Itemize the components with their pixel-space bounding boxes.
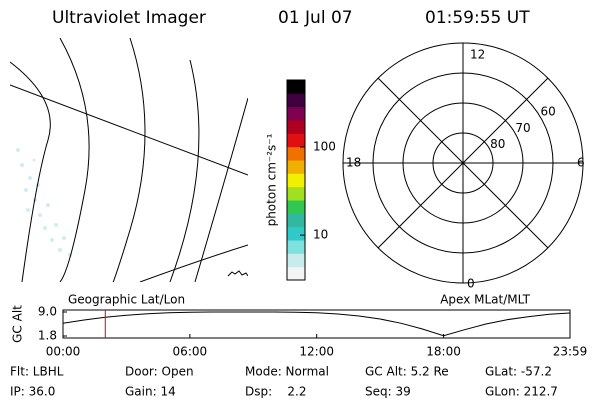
mlt-label: 6: [577, 156, 585, 170]
altitude-line: [62, 311, 571, 337]
colorbar-swatch: [287, 253, 305, 268]
x-tick-label: 12:00: [299, 345, 334, 359]
altitude-title-left: Geographic Lat/Lon: [68, 293, 185, 307]
lon-line: [104, 38, 146, 282]
x-tick-label: 06:00: [173, 345, 208, 359]
colorbar-swatch: [287, 80, 305, 94]
colorbar-swatch: [287, 266, 305, 281]
polar-grid: [342, 42, 584, 284]
map: [10, 38, 248, 282]
mlt-label: 12: [470, 48, 485, 62]
coastline: [227, 270, 248, 277]
colorbar-swatch: [287, 133, 305, 148]
colorbar: [287, 80, 305, 281]
lon-line: [169, 59, 200, 282]
colorbar-swatch: [287, 226, 305, 241]
lat-line: [139, 244, 248, 282]
colorbar-swatch: [287, 160, 305, 174]
status-field: IP: 36.0: [10, 385, 55, 399]
status-field: GLat: -57.2: [485, 365, 552, 379]
y-tick-label: 9.0: [38, 305, 57, 319]
mlt-label: 0: [467, 277, 475, 291]
status-field: GLon: 212.7: [485, 385, 558, 399]
status-field: Seq: 39: [365, 385, 411, 399]
colorbar-swatch: [287, 173, 305, 188]
colorbar-label: photon cm⁻²s⁻¹: [265, 133, 279, 226]
status-field: Door: Open: [125, 365, 194, 379]
lat-label: 60: [540, 104, 555, 118]
x-tick-label: 18:00: [426, 345, 461, 359]
colorbar-swatch: [287, 240, 305, 254]
x-tick-label: 00:00: [46, 345, 81, 359]
y-tick-label: 1.8: [38, 329, 57, 343]
colorbar-swatch: [287, 120, 305, 134]
altitude-ylabel: GC Alt: [11, 305, 25, 343]
colorbar-swatch: [287, 200, 305, 214]
time: 01:59:55 UT: [425, 8, 530, 28]
aurora-speckle: [16, 148, 72, 257]
title: Ultraviolet Imager: [52, 8, 206, 28]
lat-label: 80: [490, 137, 505, 151]
colorbar-swatch: [287, 213, 305, 228]
colorbar-swatch: [287, 93, 305, 108]
status-field: GC Alt: 5.2 Re: [365, 365, 449, 379]
lat-line: [10, 84, 248, 176]
colorbar-tick-label: 100: [313, 139, 336, 153]
status-field: Flt: LBHL: [10, 365, 64, 379]
status-field: Gain: 14: [125, 385, 176, 399]
x-tick-label: 23:59: [553, 345, 588, 359]
colorbar-frame: [286, 79, 306, 281]
lon-line: [10, 61, 51, 282]
colorbar-swatch: [287, 106, 305, 121]
lon-line: [194, 97, 248, 282]
lat-label: 70: [515, 121, 530, 135]
date: 01 Jul 07: [278, 8, 353, 28]
mlt-label: 18: [346, 156, 361, 170]
colorbar-tick-label: 10: [313, 228, 328, 242]
altitude-title-right: Apex MLat/MLT: [440, 293, 530, 307]
status-field: Dsp: 2.2: [245, 385, 307, 399]
colorbar-swatch: [287, 186, 305, 201]
lon-line: [59, 38, 90, 282]
colorbar-swatch: [287, 146, 305, 161]
status-field: Mode: Normal: [245, 365, 329, 379]
